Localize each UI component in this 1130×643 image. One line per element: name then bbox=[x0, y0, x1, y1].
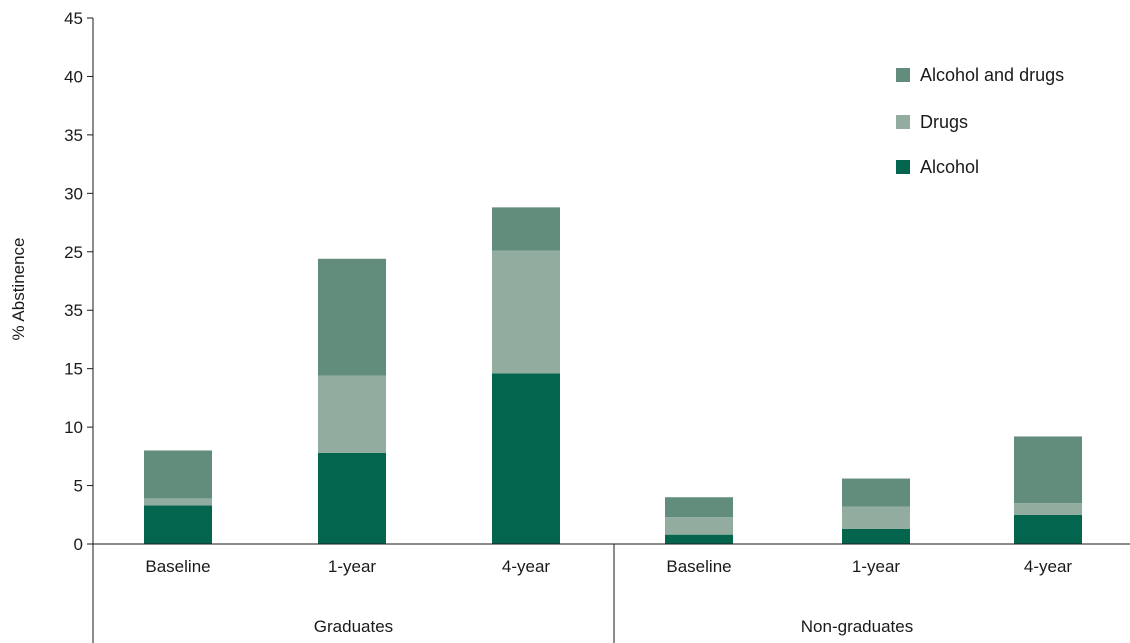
y-tick-label: 25 bbox=[64, 243, 83, 262]
bar-segment-alcohol bbox=[318, 452, 386, 544]
bar-segment-alcohol bbox=[842, 528, 910, 544]
y-tick-label: 30 bbox=[64, 184, 83, 203]
bar-segment-alcohol bbox=[665, 534, 733, 544]
y-tick-label: 40 bbox=[64, 67, 83, 86]
x-category-label: 1-year bbox=[852, 557, 901, 576]
bar-segment-alcohol bbox=[1014, 514, 1082, 544]
bar-segment-drugs bbox=[144, 498, 212, 506]
x-category-label: Baseline bbox=[666, 557, 731, 576]
x-category-label: 4-year bbox=[1024, 557, 1073, 576]
legend-label: Alcohol and drugs bbox=[920, 65, 1064, 85]
bar-segment-drugs bbox=[318, 375, 386, 453]
y-axis-ticks: 0 5 10 15 35 25 30 35 40 45 bbox=[64, 9, 93, 554]
legend-swatch bbox=[896, 68, 910, 82]
y-tick-label: 5 bbox=[74, 477, 83, 496]
bar-segment-alcohol bbox=[492, 373, 560, 544]
group-labels: Graduates Non-graduates bbox=[314, 617, 913, 636]
bar-segment-alcohol-and-drugs bbox=[144, 450, 212, 499]
legend-swatch bbox=[896, 160, 910, 174]
y-tick-label: 35 bbox=[64, 126, 83, 145]
bar-segment-alcohol-and-drugs bbox=[842, 478, 910, 507]
legend-label: Alcohol bbox=[920, 157, 979, 177]
bar-segment-alcohol bbox=[144, 505, 212, 544]
y-tick-label: 45 bbox=[64, 9, 83, 28]
y-tick-label: 15 bbox=[64, 360, 83, 379]
bar-segment-drugs bbox=[1014, 503, 1082, 515]
category-labels: Baseline 1-year 4-year Baseline 1-year 4-year bbox=[145, 557, 1072, 576]
y-tick-label: 0 bbox=[74, 535, 83, 554]
x-category-label: 1-year bbox=[328, 557, 377, 576]
bar-segment-alcohol-and-drugs bbox=[318, 258, 386, 376]
bar-stacks bbox=[144, 207, 1082, 544]
x-group-label: Non-graduates bbox=[801, 617, 913, 636]
bar-segment-drugs bbox=[842, 506, 910, 529]
legend: Alcohol and drugs Drugs Alcohol bbox=[896, 65, 1064, 177]
y-tick-label: 35 bbox=[64, 301, 83, 320]
bar-segment-alcohol-and-drugs bbox=[492, 207, 560, 251]
legend-label: Drugs bbox=[920, 112, 968, 132]
bar-segment-alcohol-and-drugs bbox=[665, 497, 733, 518]
bar-segment-drugs bbox=[665, 517, 733, 535]
bar-segment-alcohol-and-drugs bbox=[1014, 436, 1082, 504]
x-group-label: Graduates bbox=[314, 617, 393, 636]
y-tick-label: 10 bbox=[64, 418, 83, 437]
x-category-label: Baseline bbox=[145, 557, 210, 576]
legend-swatch bbox=[896, 115, 910, 129]
y-axis-label: % Abstinence bbox=[9, 237, 28, 340]
bar-segment-drugs bbox=[492, 250, 560, 374]
x-category-label: 4-year bbox=[502, 557, 551, 576]
axes bbox=[92, 18, 1130, 643]
